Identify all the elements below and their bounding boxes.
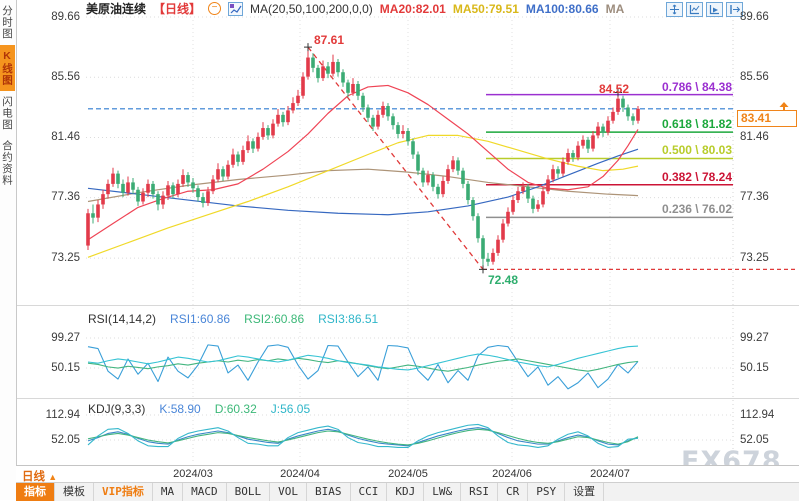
rsi-title[interactable]: RSI(14,14,2) xyxy=(88,312,157,326)
kdj-title[interactable]: KDJ(9,3,3) xyxy=(88,402,146,416)
x-axis-date: 2024/07 xyxy=(590,468,630,480)
rsi-axis-label-right: 50.15 xyxy=(740,362,769,374)
kdj-axis-label-right: 112.94 xyxy=(740,409,775,421)
rsi1-value: RSI1:60.86 xyxy=(170,312,231,326)
y-axis-label-right: 89.66 xyxy=(740,11,769,23)
tab-kdj[interactable]: KDJ xyxy=(387,483,425,501)
tab-vip-indicator[interactable]: VIP指标 xyxy=(94,483,153,501)
fib-level-label: 0.382 \ 78.24 xyxy=(661,169,732,184)
kdj-panel-header: KDJ(9,3,3) K:58.90 D:60.32 J:56.05 xyxy=(88,402,310,416)
rsi-axis-label-left: 99.27 xyxy=(51,332,80,344)
x-axis-date: 2024/03 xyxy=(173,468,213,480)
sidebar-item-contract-info[interactable]: 合约资料 xyxy=(1,140,13,186)
rsi3-value: RSI3:86.51 xyxy=(318,312,379,326)
y-axis-label-left: 85.56 xyxy=(51,71,80,83)
x-axis-date: 2024/05 xyxy=(388,468,428,480)
tab-boll[interactable]: BOLL xyxy=(227,483,271,501)
y-axis-label-left: 77.36 xyxy=(51,191,80,203)
tab-vol[interactable]: VOL xyxy=(270,483,307,501)
kdj-d-value: D:60.32 xyxy=(214,402,257,416)
left-sidebar: 分时图 K线图 闪电图 合约资料 xyxy=(0,0,17,500)
ma100-value: MA100:80.66 xyxy=(525,1,599,16)
x-axis-date: 2024/06 xyxy=(492,468,532,480)
fib-level-label: 0.786 \ 84.38 xyxy=(661,79,732,94)
y-axis-label-right: 85.56 xyxy=(740,71,769,83)
tab-rsi[interactable]: RSI xyxy=(461,483,498,501)
kdj-j-value: J:56.05 xyxy=(270,402,311,416)
period-label: 日线 xyxy=(22,471,45,483)
ma20-value: MA20:82.01 xyxy=(379,1,446,16)
y-axis-label-left: 89.66 xyxy=(51,11,80,23)
y-axis-label-right: 81.46 xyxy=(740,131,769,143)
current-price-badge: 83.41 xyxy=(737,110,797,127)
tab-settings[interactable]: 设置 xyxy=(565,483,605,501)
ma200-value: MA xyxy=(605,1,625,16)
tab-lw[interactable]: LW& xyxy=(424,483,462,501)
chart-tool-buttons xyxy=(666,2,743,17)
sidebar-item-kline-chart[interactable]: K线图 xyxy=(0,44,15,91)
fib-level-label: 0.500 \ 80.03 xyxy=(661,143,732,158)
period-tag: 【日线】 xyxy=(153,2,202,16)
ma50-value: MA50:79.51 xyxy=(452,1,519,16)
kdj-k-value: K:58.90 xyxy=(159,402,201,416)
exit-right-icon[interactable] xyxy=(726,2,743,17)
fib-level-label: 0.236 \ 76.02 xyxy=(661,202,732,217)
tab-indicator[interactable]: 指标 xyxy=(16,483,55,501)
rsi2-value: RSI2:60.86 xyxy=(244,312,305,326)
indicator-window-icon[interactable] xyxy=(706,2,723,17)
fib-level-label: 0.618 \ 81.82 xyxy=(661,117,732,132)
tab-ma[interactable]: MA xyxy=(153,483,184,501)
chart-type-icon[interactable] xyxy=(228,1,244,16)
sidebar-item-time-chart[interactable]: 分时图 xyxy=(1,5,13,40)
kdj-axis-label-left: 52.05 xyxy=(51,434,80,446)
recent-high-annotation: 84.52 xyxy=(599,81,630,96)
tab-cci[interactable]: CCI xyxy=(351,483,388,501)
pan-tool-icon[interactable] xyxy=(666,2,683,17)
tab-template[interactable]: 模板 xyxy=(55,483,94,501)
sidebar-item-flash-chart[interactable]: 闪电图 xyxy=(1,95,13,131)
period-selector[interactable]: 日线 ▲ xyxy=(22,468,57,484)
y-axis-label-right: 73.25 xyxy=(740,252,769,264)
tab-macd[interactable]: MACD xyxy=(183,483,227,501)
new-window-icon[interactable] xyxy=(686,2,703,17)
indicator-toolbar: 指标 模板 VIP指标 MA MACD BOLL VOL BIAS CCI KD… xyxy=(16,482,799,501)
kdj-axis-label-left: 112.94 xyxy=(45,409,80,421)
period-arrow-icon: ▲ xyxy=(48,472,58,482)
y-axis-label-left: 73.25 xyxy=(51,252,80,264)
swing-high-annotation: 87.61 xyxy=(314,33,345,48)
symbol-name: 美原油连续 xyxy=(86,2,147,16)
chart-header: 美原油连续 【日线】 − MA(20,50,100,200,0,0) MA20:… xyxy=(86,1,624,16)
y-axis-label-left: 81.46 xyxy=(51,131,80,143)
kdj-axis-label-right: 52.05 xyxy=(740,434,769,446)
tab-bias[interactable]: BIAS xyxy=(307,483,351,501)
rsi-panel-header: RSI(14,14,2) RSI1:60.86 RSI2:60.86 RSI3:… xyxy=(88,312,378,326)
ma-settings-label[interactable]: MA(20,50,100,200,0,0) xyxy=(250,1,373,16)
collapse-icon[interactable]: − xyxy=(208,2,222,15)
date-axis-row: 日线 ▲ 2024/03 2024/04 2024/05 2024/06 202… xyxy=(16,465,799,483)
rsi-axis-label-left: 50.15 xyxy=(51,362,80,374)
x-axis-date: 2024/04 xyxy=(280,468,320,480)
swing-low-annotation: 72.48 xyxy=(488,273,519,288)
tab-cr[interactable]: CR xyxy=(498,483,529,501)
price-up-arrow-icon xyxy=(779,99,789,117)
rsi-axis-label-right: 99.27 xyxy=(740,332,769,344)
tab-psy[interactable]: PSY xyxy=(528,483,566,501)
y-axis-label-right: 77.36 xyxy=(740,191,769,203)
